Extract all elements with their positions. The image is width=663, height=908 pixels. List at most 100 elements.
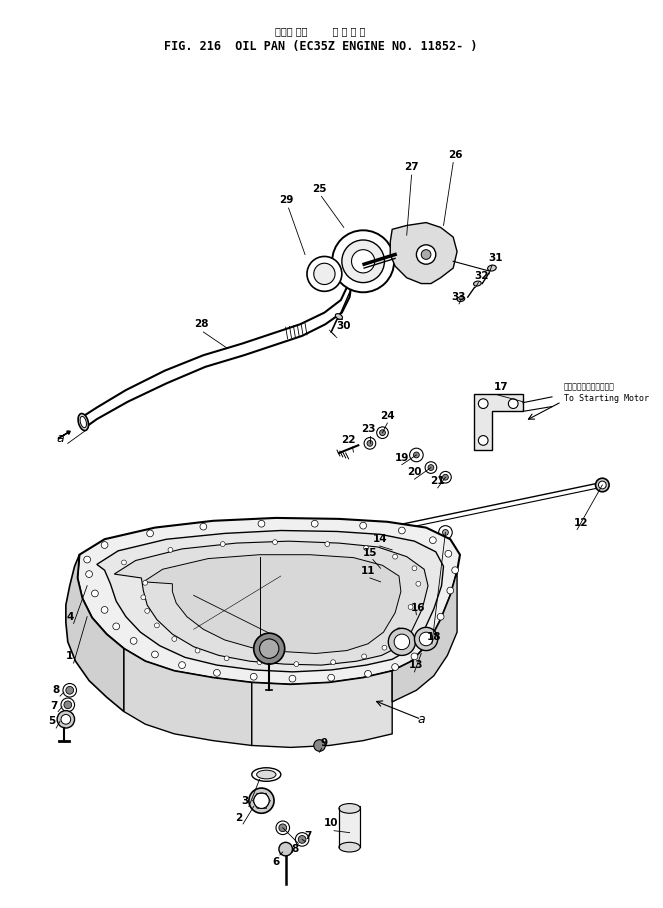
Text: 13: 13	[409, 660, 424, 670]
Circle shape	[168, 548, 173, 552]
Circle shape	[289, 676, 296, 682]
Polygon shape	[97, 530, 444, 672]
Text: 4: 4	[66, 612, 74, 622]
Circle shape	[380, 429, 385, 436]
Circle shape	[401, 647, 412, 659]
Text: 8: 8	[292, 844, 299, 854]
FancyArrow shape	[58, 431, 70, 439]
Circle shape	[362, 654, 367, 659]
Ellipse shape	[78, 413, 88, 430]
Circle shape	[64, 701, 72, 708]
Polygon shape	[78, 518, 460, 685]
Circle shape	[258, 520, 265, 528]
Circle shape	[452, 567, 459, 574]
Text: 33: 33	[452, 292, 466, 302]
Circle shape	[63, 684, 76, 697]
Circle shape	[445, 550, 452, 558]
Polygon shape	[391, 222, 457, 283]
Circle shape	[101, 542, 108, 548]
Text: オイル パン        適 用 号 機: オイル パン 適 用 号 機	[275, 25, 366, 35]
Circle shape	[147, 530, 154, 537]
Circle shape	[314, 740, 326, 751]
Ellipse shape	[257, 770, 276, 779]
Circle shape	[141, 595, 146, 600]
Circle shape	[392, 664, 398, 670]
Circle shape	[389, 628, 416, 656]
Circle shape	[61, 698, 74, 712]
Circle shape	[426, 636, 434, 642]
Text: 10: 10	[324, 818, 338, 828]
Circle shape	[57, 711, 74, 728]
Circle shape	[172, 637, 177, 641]
Circle shape	[294, 662, 299, 666]
Text: 16: 16	[411, 603, 426, 613]
Circle shape	[272, 539, 277, 545]
Text: 11: 11	[361, 567, 375, 577]
Circle shape	[66, 686, 74, 694]
Polygon shape	[475, 394, 523, 450]
Circle shape	[381, 567, 385, 570]
Circle shape	[101, 607, 108, 613]
Circle shape	[408, 605, 413, 609]
Text: 6: 6	[272, 856, 280, 866]
Circle shape	[437, 613, 444, 620]
Polygon shape	[143, 555, 401, 654]
Circle shape	[396, 627, 401, 633]
Text: 24: 24	[380, 411, 394, 421]
Circle shape	[257, 660, 262, 665]
Circle shape	[213, 669, 220, 676]
Circle shape	[312, 520, 318, 528]
Circle shape	[419, 632, 433, 646]
Circle shape	[595, 479, 609, 492]
Circle shape	[61, 715, 71, 725]
Text: 32: 32	[474, 271, 489, 281]
Polygon shape	[252, 671, 392, 747]
Ellipse shape	[339, 843, 360, 852]
Text: FIG. 216  OIL PAN (EC35Z ENGINE NO. 11852- ): FIG. 216 OIL PAN (EC35Z ENGINE NO. 11852…	[164, 40, 477, 53]
Circle shape	[84, 557, 91, 563]
Ellipse shape	[457, 297, 465, 301]
Circle shape	[254, 793, 269, 808]
Circle shape	[251, 674, 257, 680]
Text: 29: 29	[279, 195, 294, 205]
Circle shape	[91, 590, 98, 597]
Circle shape	[367, 440, 373, 446]
Circle shape	[220, 542, 225, 547]
Text: a: a	[418, 713, 425, 725]
Text: To Starting Motor: To Starting Motor	[564, 394, 648, 403]
Polygon shape	[392, 571, 457, 702]
Text: 28: 28	[194, 320, 209, 330]
Circle shape	[410, 449, 423, 462]
Circle shape	[428, 465, 434, 470]
Circle shape	[412, 566, 417, 571]
Circle shape	[421, 250, 431, 260]
Circle shape	[152, 651, 158, 657]
Ellipse shape	[80, 417, 86, 428]
Circle shape	[254, 633, 284, 664]
Circle shape	[363, 546, 369, 550]
Circle shape	[360, 522, 367, 529]
Ellipse shape	[403, 645, 440, 662]
Circle shape	[439, 526, 452, 539]
Circle shape	[425, 462, 437, 473]
Text: 7: 7	[50, 701, 58, 711]
Circle shape	[442, 529, 448, 536]
Text: 3: 3	[241, 795, 249, 805]
Polygon shape	[124, 648, 252, 745]
Text: 1: 1	[66, 651, 74, 661]
Ellipse shape	[487, 265, 496, 271]
Circle shape	[332, 231, 394, 292]
Text: スターティングモータへ: スターティングモータへ	[564, 382, 615, 391]
Text: 20: 20	[407, 468, 422, 478]
Circle shape	[447, 587, 453, 594]
Circle shape	[276, 821, 290, 834]
Text: 26: 26	[448, 150, 462, 160]
Ellipse shape	[473, 281, 481, 286]
Circle shape	[479, 436, 488, 445]
Circle shape	[130, 637, 137, 645]
Circle shape	[121, 560, 127, 565]
Text: 9: 9	[321, 737, 328, 747]
Circle shape	[382, 646, 387, 650]
Circle shape	[351, 250, 375, 273]
Circle shape	[298, 835, 306, 844]
